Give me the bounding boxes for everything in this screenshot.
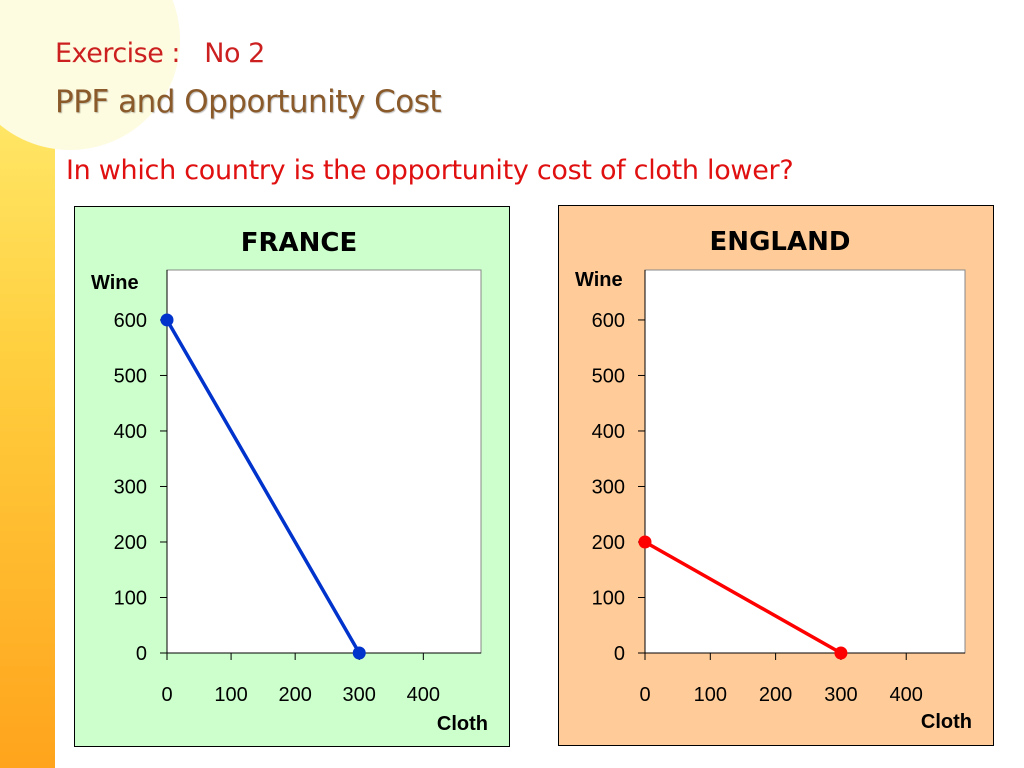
- france-x-axis-label: Cloth: [437, 713, 488, 735]
- england-x-tick-label: 400: [890, 684, 923, 706]
- france-ppf-point: [160, 313, 174, 327]
- france-x-tick-label: 100: [214, 684, 247, 706]
- england-x-tick-label: 200: [759, 684, 792, 706]
- england-plot-area: [644, 269, 966, 654]
- england-ppf-line: [644, 540, 842, 655]
- france-x-tick-label: 400: [407, 684, 440, 706]
- france-ppf-line: [165, 319, 361, 654]
- england-chart-panel: ENGLAND 0 100 200 300 400 500 600 0 100 200 300 400 W…: [558, 205, 994, 746]
- england-chart: ENGLAND 0 100 200 300 400 500 600 0 100 200 300 400 W…: [575, 227, 972, 733]
- england-y-tick-label: 500: [592, 365, 625, 387]
- france-y-tick-label: 200: [114, 532, 147, 554]
- slide-title-line1: Exercise : No 2: [55, 38, 265, 69]
- france-chart: FRANCE 0 100 200 300 400 500 600 0 100 200 300 400 Wi…: [91, 228, 488, 735]
- france-plot-area: [166, 269, 482, 654]
- slide-title-line2: PPF and Opportunity Cost: [55, 84, 442, 120]
- england-ppf-point: [834, 646, 848, 660]
- england-x-tick-label: 0: [639, 684, 650, 706]
- france-y-tick-label: 100: [114, 587, 147, 609]
- england-x-tick-label: 300: [824, 684, 857, 706]
- france-y-tick-label: 0: [136, 643, 147, 665]
- question-text: In which country is the opportunity cost…: [66, 155, 794, 186]
- england-y-axis-label: Wine: [575, 269, 623, 291]
- decor-circle: [0, 0, 180, 150]
- france-y-tick-label: 600: [114, 310, 147, 332]
- france-chart-panel: FRANCE 0 100 200 300 400 500 600 0 100 200 300 400 Wi…: [74, 206, 510, 747]
- france-x-tick-label: 0: [161, 684, 172, 706]
- france-x-tick-label: 300: [343, 684, 376, 706]
- france-y-tick-label: 400: [114, 421, 147, 443]
- england-y-tick-label: 400: [592, 421, 625, 443]
- england-ppf-point: [638, 535, 652, 549]
- england-y-tick-label: 600: [592, 310, 625, 332]
- england-chart-title: ENGLAND: [710, 227, 851, 257]
- france-y-axis-label: Wine: [91, 272, 139, 294]
- france-y-tick-label: 300: [114, 476, 147, 498]
- france-x-tick-label: 200: [278, 684, 311, 706]
- england-x-tick-label: 100: [694, 684, 727, 706]
- france-ppf-point: [352, 646, 366, 660]
- england-y-tick-label: 100: [592, 587, 625, 609]
- france-y-tick-label: 500: [114, 365, 147, 387]
- england-y-tick-label: 200: [592, 532, 625, 554]
- england-x-axis-label: Cloth: [921, 711, 972, 733]
- england-y-tick-label: 0: [614, 643, 625, 665]
- france-chart-title: FRANCE: [241, 228, 358, 258]
- england-y-tick-label: 300: [592, 476, 625, 498]
